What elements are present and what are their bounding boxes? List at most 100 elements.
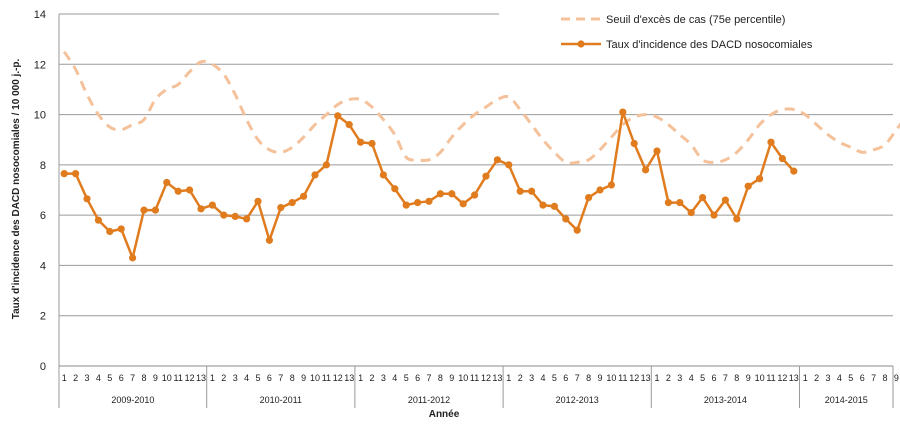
x-tick-label: 5 [552,373,557,383]
x-tick-label: 4 [689,373,694,383]
x-tick-label: 9 [301,373,306,383]
incidence-point [402,201,410,209]
x-tick-label: 6 [415,373,420,383]
x-tick-label: 8 [882,373,887,383]
x-tick-label: 12 [333,373,343,383]
series-layer [60,50,900,262]
x-tick-label: 8 [141,373,146,383]
incidence-point [528,187,536,195]
x-tick-label: 9 [597,373,602,383]
x-tick-label: 6 [860,373,865,383]
incidence-point [448,190,456,198]
x-tick-label: 3 [233,373,238,383]
incidence-point [288,198,296,207]
legend: Seuil d'excès de cas (75e percentile) Ta… [561,14,813,51]
incidence-point [243,215,251,223]
x-tick-label: 7 [871,373,876,383]
incidence-point [516,187,524,195]
incidence-point [596,186,604,194]
x-tick-label: 5 [700,373,705,383]
incidence-point [83,195,91,203]
incidence-point [653,147,661,155]
x-axis-period-ticks: 1 2 3 4 5 6 7 8 9 10 11 12 13 1 2 3 4 5 6 7 8 9 10 11 12 13 1 2 3 4 5 6… [62,373,899,383]
x-tick-label: 7 [130,373,135,383]
x-tick-label: 1 [803,373,808,383]
x-axis-year-groups: 2009-2010 2010-2011 2011-2012 2012-2013 2013… [58,366,894,408]
incidence-point [72,170,80,178]
x-tick-label: 2 [518,373,523,383]
x-tick-label: 2 [666,373,671,383]
incidence-point [345,121,353,129]
year-group-label: 2011-2012 [408,395,450,405]
year-group-label: 2014-2015 [825,395,868,405]
incidence-point [254,197,262,205]
x-tick-label: 2 [73,373,78,383]
x-tick-label: 11 [470,373,479,383]
x-tick-label: 9 [746,373,751,383]
x-tick-label: 2 [221,373,226,383]
incidence-point [163,178,171,187]
x-tick-label: 11 [618,373,627,383]
y-tick-label: 14 [34,9,46,21]
x-tick-label: 6 [119,373,124,383]
x-tick-label: 13 [641,373,651,383]
incidence-point [607,181,616,189]
x-tick-label: 7 [723,373,728,383]
incidence-point [357,138,365,146]
incidence-point [619,108,627,116]
y-axis-title: Taux d'incidence des DACD nosocomiales /… [11,58,22,319]
incidence-point [186,186,194,194]
x-tick-label: 1 [506,373,511,383]
incidence-point [300,192,308,200]
x-tick-label: 9 [894,373,899,383]
x-tick-label: 4 [244,373,249,383]
incidence-point [699,193,707,202]
incidence-point [664,198,673,207]
x-tick-label: 4 [392,373,397,383]
x-tick-label: 7 [278,373,283,383]
incidence-point [425,197,433,205]
x-tick-label: 11 [174,373,183,383]
incidence-point [379,171,387,179]
incidence-point [676,198,684,207]
incidence-point [197,205,205,213]
y-tick-label: 2 [40,311,46,323]
x-tick-label: 12 [629,373,639,383]
x-tick-label: 3 [825,373,830,383]
incidence-point [585,193,593,202]
x-tick-label: 1 [210,373,215,383]
incidence-point [744,182,752,190]
year-group-label: 2010-2011 [260,395,302,405]
incidence-point [140,206,148,214]
y-tick-label: 4 [40,260,46,272]
x-tick-label: 8 [734,373,739,383]
incidence-point [550,202,559,210]
incidence-point [573,226,581,234]
legend-label-incidence: Taux d'incidence des DACD nosocomiales [606,39,813,51]
incidence-point [60,170,68,178]
incidence-point [642,166,650,174]
incidence-point [459,200,467,208]
x-tick-label: 8 [586,373,591,383]
incidence-point [391,185,399,193]
y-tick-label: 12 [34,59,46,71]
x-tick-label: 13 [789,373,799,383]
x-tick-label: 10 [310,373,320,383]
y-tick-label: 0 [40,361,46,373]
x-tick-label: 1 [62,373,67,383]
x-tick-label: 3 [84,373,89,383]
x-tick-label: 10 [458,373,468,383]
x-tick-label: 5 [848,373,853,383]
incidence-point [436,190,444,198]
incidence-point [94,216,102,224]
incidence-point [106,227,114,236]
series-incidence-line [64,110,795,260]
incidence-point [767,138,775,146]
year-group-label: 2009-2010 [111,395,154,405]
incidence-point [231,212,239,220]
incidence-point [505,161,513,169]
incidence-point [687,209,695,217]
x-tick-label: 9 [449,373,454,383]
x-axis-title: Année [429,409,460,420]
incidence-point [265,236,273,244]
